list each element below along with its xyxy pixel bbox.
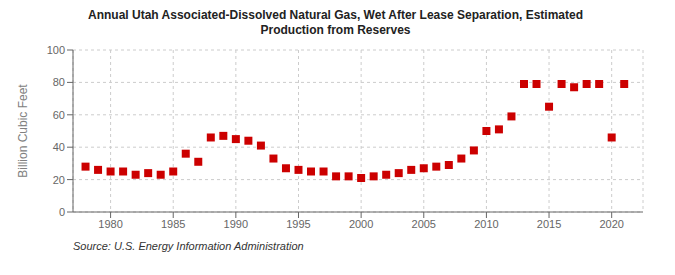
svg-text:2010: 2010 <box>474 218 498 230</box>
svg-text:Billion Cubic Feet: Billion Cubic Feet <box>16 84 30 178</box>
svg-text:1985: 1985 <box>161 218 185 230</box>
html-text:Source: U.S. Energy Informatio: Source: U.S. Energy Information Administ… <box>73 240 304 252</box>
svg-text:1980: 1980 <box>98 218 122 230</box>
svg-text:2005: 2005 <box>412 218 436 230</box>
svg-text:2000: 2000 <box>349 218 373 230</box>
svg-text:1990: 1990 <box>224 218 248 230</box>
svg-text:2020: 2020 <box>599 218 623 230</box>
svg-text:0: 0 <box>59 206 65 218</box>
svg-text:100: 100 <box>47 44 65 56</box>
svg-text:2015: 2015 <box>537 218 561 230</box>
html-text:Production from Reserves: Production from Reserves <box>260 23 411 37</box>
svg-text:40: 40 <box>53 141 65 153</box>
svg-text:20: 20 <box>53 174 65 186</box>
svg-text:1995: 1995 <box>286 218 310 230</box>
html-text:Annual Utah Associated-Dissolv: Annual Utah Associated-Dissolved Natural… <box>88 8 583 22</box>
svg-text:60: 60 <box>53 109 65 121</box>
svg-text:80: 80 <box>53 76 65 88</box>
